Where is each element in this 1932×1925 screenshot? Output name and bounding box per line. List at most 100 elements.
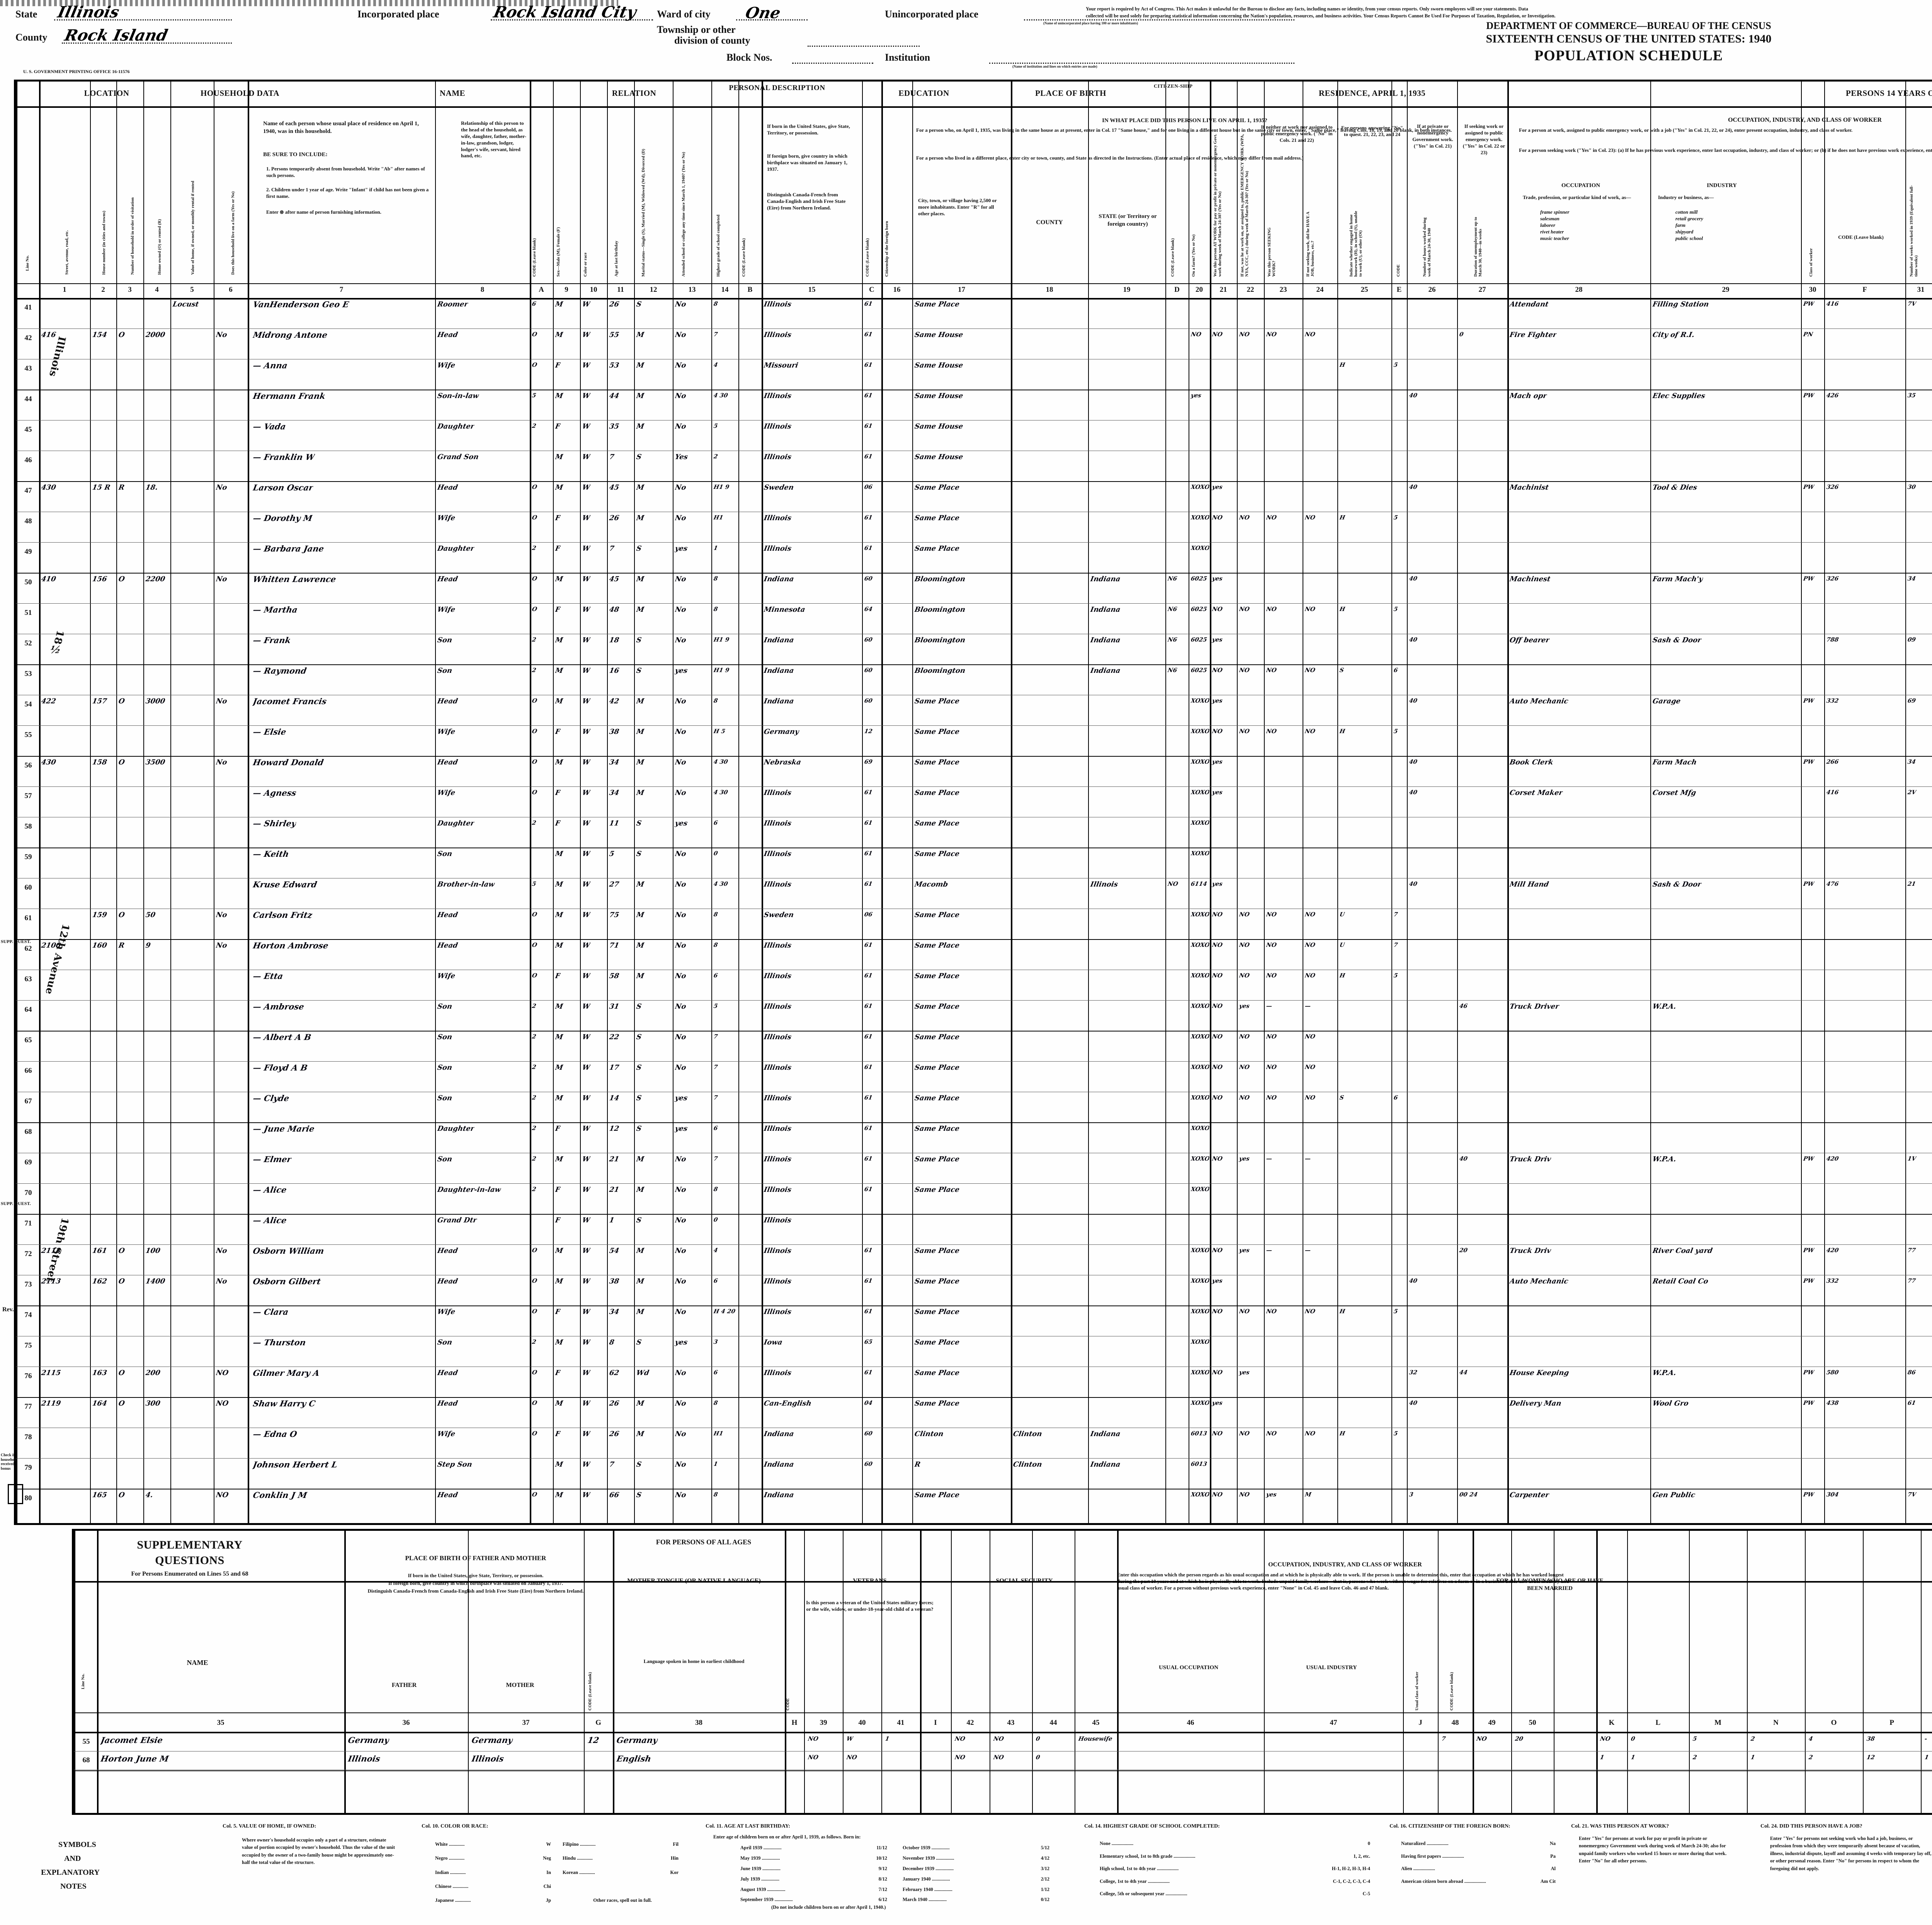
cell-row46[interactable]: Grand Son bbox=[437, 453, 480, 461]
cell-row50[interactable]: Bloomington bbox=[914, 575, 966, 584]
cell-row78[interactable]: Indiana bbox=[763, 1430, 795, 1438]
cell-row74[interactable]: H 4 20 bbox=[713, 1308, 736, 1315]
cell-row71[interactable]: F bbox=[554, 1216, 561, 1225]
cell-row75[interactable]: S bbox=[636, 1338, 642, 1347]
name-cell-row61[interactable]: Carlson Fritz bbox=[252, 910, 313, 920]
cell-row47[interactable]: O bbox=[531, 483, 538, 491]
cell-row56[interactable]: PW bbox=[1803, 758, 1815, 766]
cell-row50[interactable]: 8 bbox=[713, 575, 719, 582]
cell-row48[interactable]: M bbox=[636, 514, 645, 523]
cell-row53[interactable]: yes bbox=[674, 667, 688, 675]
cell-row56[interactable]: 40 bbox=[1408, 758, 1418, 766]
name-cell-row51[interactable]: — Martha bbox=[252, 604, 299, 614]
supp-cell-w50-row55[interactable]: 20 bbox=[1514, 1735, 1524, 1742]
cell-row52[interactable]: 6025 bbox=[1190, 636, 1208, 643]
cell-row59[interactable]: W bbox=[582, 850, 591, 858]
cell-row72[interactable]: River Coal yard bbox=[1652, 1247, 1713, 1255]
cell-row58[interactable]: 11 bbox=[609, 819, 620, 828]
cell-row51[interactable]: 5 bbox=[1393, 606, 1399, 613]
name-cell-row76[interactable]: Gilmer Mary A bbox=[252, 1368, 320, 1378]
cell-row77[interactable]: M bbox=[636, 1399, 645, 1408]
cell-row42[interactable]: Illinois bbox=[763, 331, 792, 339]
cell-row52[interactable]: No bbox=[674, 636, 687, 645]
cell-row56[interactable]: 34 bbox=[609, 758, 620, 767]
cell-row49[interactable]: W bbox=[582, 545, 591, 553]
cell-row69[interactable]: XOXO bbox=[1190, 1155, 1210, 1162]
cell-row69[interactable]: Truck Driv bbox=[1509, 1155, 1552, 1164]
cell-row50[interactable]: yes bbox=[1211, 575, 1223, 582]
cell-row65[interactable]: No bbox=[674, 1033, 687, 1042]
cell-row53[interactable]: NO bbox=[1265, 667, 1277, 674]
cell-row67[interactable]: 6 bbox=[1393, 1094, 1399, 1101]
cell-row62[interactable]: NO bbox=[1265, 941, 1277, 949]
cell-row43[interactable]: Same House bbox=[914, 361, 964, 370]
cell-row42[interactable]: NO bbox=[1211, 331, 1223, 338]
cell-row76[interactable]: Head bbox=[437, 1369, 459, 1377]
cell-row61[interactable]: NO bbox=[1211, 911, 1223, 918]
cell-row66[interactable]: Same Place bbox=[914, 1064, 960, 1072]
cell-row50[interactable]: W bbox=[582, 575, 591, 584]
cell-row41[interactable]: 8 bbox=[713, 300, 719, 308]
cell-row62[interactable]: O bbox=[531, 941, 538, 949]
cell-row68[interactable]: 61 bbox=[864, 1125, 873, 1132]
cell-row49[interactable]: 7 bbox=[609, 545, 615, 553]
cell-row65[interactable]: NO bbox=[1304, 1033, 1316, 1040]
cell-row76[interactable]: 2115 bbox=[41, 1369, 61, 1377]
cell-row80[interactable]: 66 bbox=[609, 1491, 620, 1499]
cell-row71[interactable]: Grand Dtr bbox=[437, 1216, 478, 1225]
cell-row73[interactable]: PW bbox=[1803, 1277, 1815, 1285]
cell-row61[interactable]: M bbox=[636, 911, 645, 919]
cell-row73[interactable]: Retail Coal Co bbox=[1652, 1277, 1709, 1286]
name-cell-row43[interactable]: — Anna bbox=[252, 360, 288, 370]
cell-row73[interactable]: 61 bbox=[864, 1277, 873, 1285]
cell-row55[interactable]: NO bbox=[1211, 728, 1223, 735]
cell-row47[interactable]: 326 bbox=[1826, 483, 1839, 491]
cell-row52[interactable]: 40 bbox=[1408, 636, 1418, 643]
cell-row55[interactable]: M bbox=[636, 728, 645, 736]
cell-row48[interactable]: Same Place bbox=[914, 514, 960, 523]
cell-row77[interactable]: Wool Gro bbox=[1652, 1399, 1689, 1408]
cell-row55[interactable]: 5 bbox=[1393, 728, 1399, 735]
cell-row79[interactable]: 1 bbox=[713, 1460, 719, 1468]
cell-row64[interactable]: No bbox=[674, 1002, 687, 1011]
cell-row72[interactable]: 4 bbox=[713, 1247, 719, 1254]
cell-row54[interactable]: M bbox=[636, 697, 645, 706]
cell-row60[interactable]: No bbox=[674, 880, 687, 889]
cell-row45[interactable]: M bbox=[636, 422, 645, 431]
cell-row57[interactable]: W bbox=[582, 789, 591, 797]
cell-row61[interactable]: U bbox=[1339, 911, 1345, 918]
name-cell-row52[interactable]: — Frank bbox=[252, 635, 292, 645]
cell-row62[interactable]: U bbox=[1339, 941, 1345, 949]
cell-row66[interactable]: 61 bbox=[864, 1064, 873, 1071]
cell-row43[interactable]: Missouri bbox=[763, 361, 799, 370]
cell-row73[interactable]: No bbox=[215, 1277, 228, 1286]
cell-row72[interactable]: No bbox=[215, 1247, 228, 1255]
cell-row54[interactable]: 332 bbox=[1826, 697, 1839, 705]
cell-row55[interactable]: XOXO bbox=[1190, 728, 1210, 735]
cell-row77[interactable]: 40 bbox=[1408, 1399, 1418, 1407]
cell-row45[interactable]: F bbox=[554, 422, 561, 431]
cell-row77[interactable]: 61 bbox=[1907, 1399, 1917, 1407]
cell-row43[interactable]: 53 bbox=[609, 361, 620, 370]
cell-row61[interactable]: Same Place bbox=[914, 911, 960, 919]
cell-row46[interactable]: W bbox=[582, 453, 591, 461]
name-cell-row77[interactable]: Shaw Harry C bbox=[252, 1398, 316, 1408]
cell-row60[interactable]: 21 bbox=[1907, 880, 1917, 888]
cell-row62[interactable]: 160 bbox=[92, 941, 108, 950]
cell-row47[interactable]: Machinist bbox=[1509, 483, 1549, 492]
cell-row67[interactable]: 7 bbox=[713, 1094, 719, 1101]
cell-row80[interactable]: NO bbox=[1211, 1491, 1223, 1498]
cell-row80[interactable]: No bbox=[674, 1491, 687, 1499]
name-cell-row64[interactable]: — Ambrose bbox=[252, 1001, 305, 1011]
cell-row69[interactable]: PW bbox=[1803, 1155, 1815, 1162]
cell-row59[interactable]: XOXO bbox=[1190, 850, 1210, 857]
cell-row79[interactable]: Clinton bbox=[1012, 1460, 1043, 1469]
cell-row72[interactable]: 54 bbox=[609, 1247, 620, 1255]
cell-row79[interactable]: R bbox=[914, 1460, 921, 1469]
cell-row61[interactable]: M bbox=[554, 911, 564, 919]
cell-row56[interactable]: M bbox=[554, 758, 564, 767]
cell-row65[interactable]: NO bbox=[1265, 1033, 1277, 1040]
cell-row56[interactable]: Nebraska bbox=[763, 758, 802, 767]
cell-row56[interactable]: 34 bbox=[1907, 758, 1917, 766]
cell-row64[interactable]: NO bbox=[1211, 1002, 1223, 1010]
